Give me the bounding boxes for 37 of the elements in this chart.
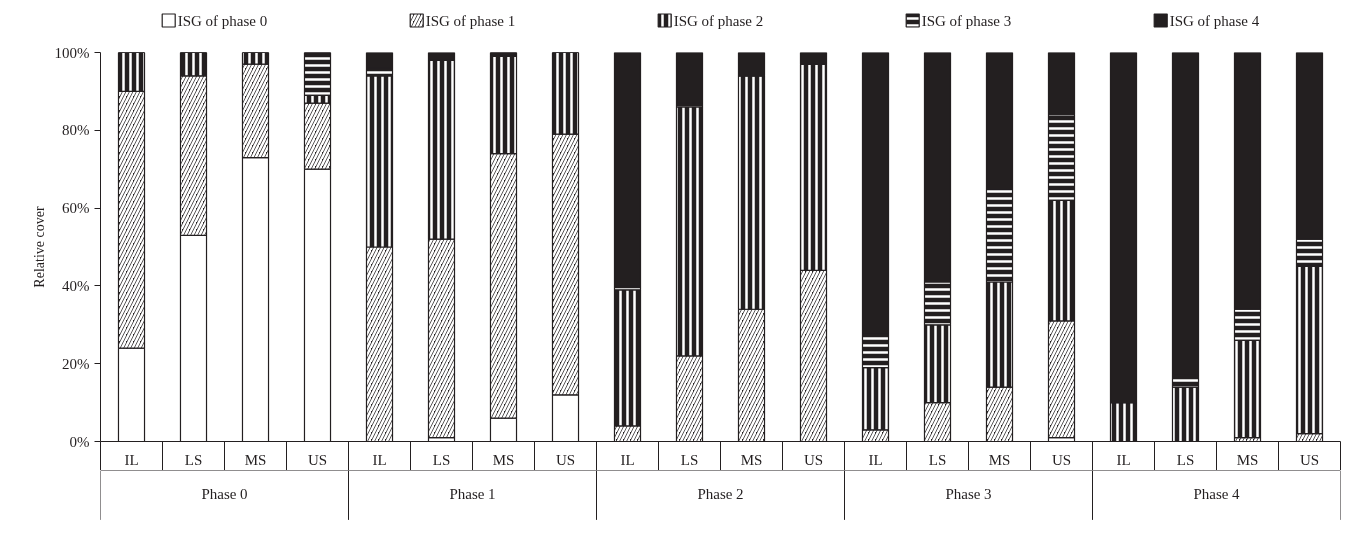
x-tick-label: LS <box>680 451 699 468</box>
x-tick-label: MS <box>988 451 1011 468</box>
y-tick-label: 20% <box>62 355 90 372</box>
x-tick-label: US <box>307 451 328 468</box>
x-tick-label: IL <box>372 451 387 468</box>
y-tick-label: 80% <box>62 122 90 139</box>
y-tick-label: 60% <box>62 200 90 217</box>
x-tick-label: US <box>1299 451 1320 468</box>
text: Phase 3 <box>945 485 992 502</box>
x-tick-label: IL <box>868 451 883 468</box>
x-tick-label: MS <box>244 451 267 468</box>
text: Phase 0 <box>201 485 248 502</box>
y-axis-title: Relative cover <box>31 206 47 288</box>
x-tick-label: LS <box>184 451 203 468</box>
x-tick-label: MS <box>740 451 763 468</box>
text: Phase 1 <box>449 485 496 502</box>
legend-label: ISG of phase 2 <box>673 12 764 29</box>
legend-label: ISG of phase 3 <box>921 12 1012 29</box>
x-tick-label: US <box>803 451 824 468</box>
x-tick-label: IL <box>620 451 635 468</box>
text: Phase 2 <box>697 485 744 502</box>
x-tick-label: US <box>555 451 576 468</box>
x-tick-label: LS <box>432 451 451 468</box>
x-tick-label: US <box>1051 451 1072 468</box>
x-tick-label: MS <box>1236 451 1259 468</box>
x-tick-label: LS <box>1176 451 1195 468</box>
legend-label: ISG of phase 4 <box>1169 12 1260 29</box>
legend-label: ISG of phase 1 <box>425 12 516 29</box>
x-tick-label: LS <box>928 451 947 468</box>
x-tick-label: IL <box>124 451 139 468</box>
x-tick-label: MS <box>492 451 515 468</box>
text: Phase 4 <box>1193 485 1241 502</box>
x-tick-label: IL <box>1116 451 1131 468</box>
y-tick-label: 40% <box>62 277 90 294</box>
y-tick-label: 100% <box>54 44 90 61</box>
legend-label: ISG of phase 0 <box>177 12 268 29</box>
y-tick-label: 0% <box>69 433 90 450</box>
